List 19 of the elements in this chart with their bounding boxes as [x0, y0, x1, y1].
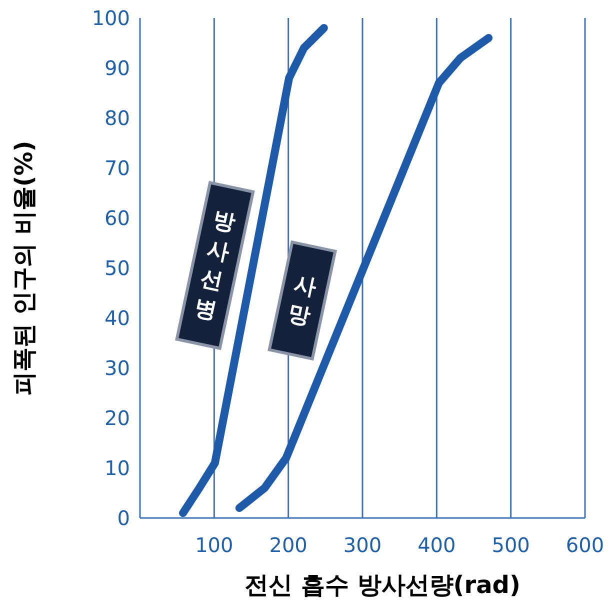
- y-tick-label: 80: [104, 106, 130, 130]
- y-tick-label: 50: [104, 256, 130, 280]
- y-tick-label: 10: [104, 456, 130, 480]
- x-axis-title: 전신 흡수 방사선량(rad): [244, 571, 520, 599]
- y-tick-label: 0: [117, 506, 130, 530]
- y-tick-label: 90: [104, 56, 130, 80]
- y-tick-label: 70: [104, 156, 130, 180]
- x-tick-label: 300: [343, 533, 382, 557]
- x-tick-label: 500: [492, 533, 530, 557]
- x-tick-label: 100: [195, 533, 234, 557]
- y-tick-label: 20: [104, 406, 130, 430]
- y-tick-label: 60: [104, 206, 130, 230]
- x-tick-label: 200: [269, 533, 308, 557]
- x-tick-label: 600: [566, 533, 604, 557]
- x-tick-label: 400: [418, 533, 456, 557]
- y-tick-label: 40: [104, 306, 130, 330]
- y-tick-label: 100: [92, 6, 130, 30]
- y-tick-label: 30: [104, 356, 130, 380]
- y-axis-title: 피폭된 인구의 비율(%): [10, 140, 38, 396]
